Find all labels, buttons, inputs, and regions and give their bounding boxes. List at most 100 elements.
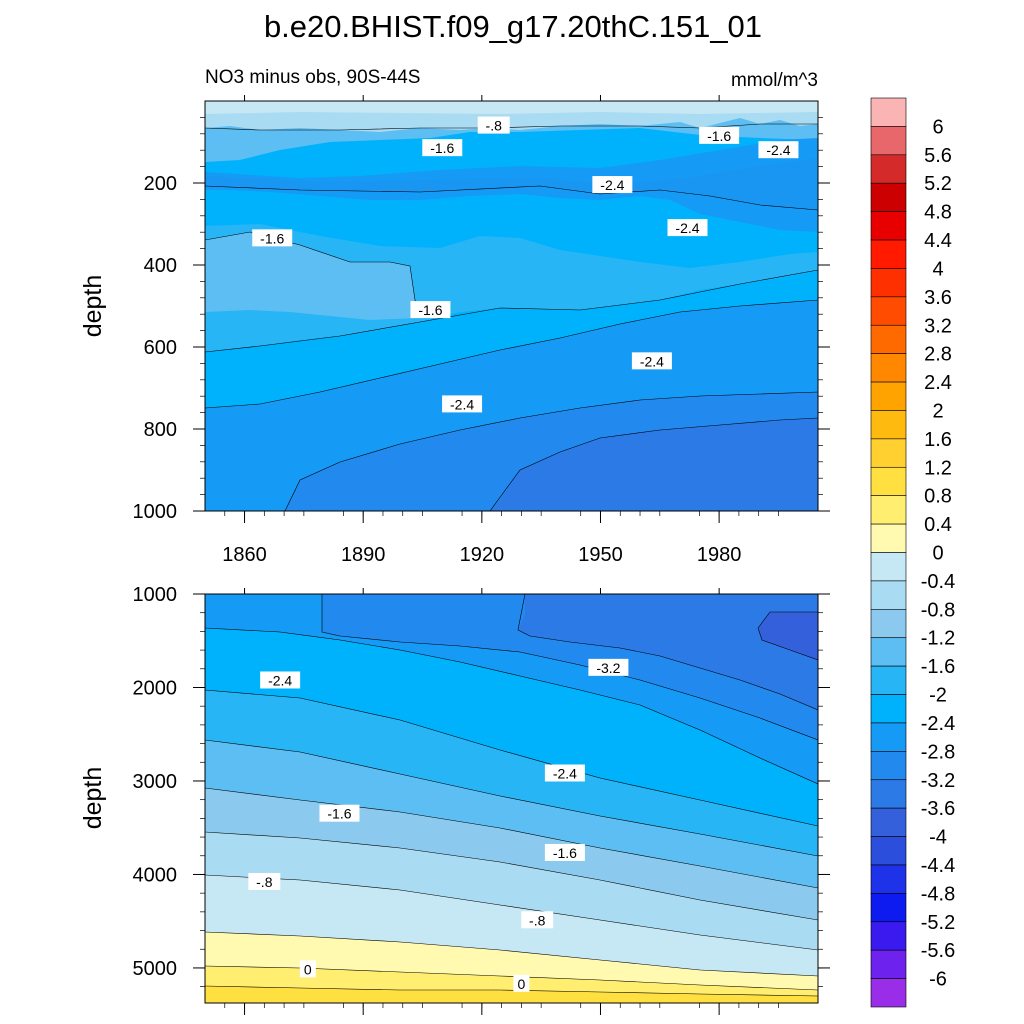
colorbar-label: 6 [932,116,943,138]
colorbar-label: -0.4 [921,571,955,593]
colorbar-swatch [870,722,907,752]
lower-y-tick-label: 1000 [133,584,178,606]
lower-contour-label-text: 0 [304,961,312,977]
lower-contour-label-text: -3.2 [596,660,620,676]
colorbar-swatch [870,495,907,525]
upper-contour-label: -1.6 [410,301,451,319]
lower-plot-frame [204,593,819,1004]
lower-contour-label-box [299,960,316,978]
lower-contour-label-text: -2.4 [268,672,292,688]
lower-contour-label: 0 [299,960,316,978]
upper-contour-label-box [410,301,451,319]
colorbar-swatch [870,381,907,411]
colorbar-swatch [870,864,907,894]
upper-contour-label-box [442,395,483,413]
lower-contour-label: -2.4 [544,764,585,782]
upper-contour-label-text: -1.6 [260,230,284,246]
colorbar-swatch [870,836,907,866]
colorbar-label: -1.6 [921,656,955,678]
colorbar-label: -2.8 [921,741,955,763]
colorbar-swatch [870,694,907,724]
colorbar-label: -2 [929,685,947,707]
upper-x-tick-label: 1890 [341,544,386,566]
upper-x-tick-label: 1920 [460,544,505,566]
colorbar-swatch [870,410,907,440]
upper-contour-label-box [667,219,708,237]
colorbar-label: -4 [929,827,947,849]
panel-subtitle-right: mmol/m^3 [731,70,818,91]
colorbar-swatch [870,154,907,184]
colorbar-swatch [870,751,907,781]
lower-contour-label-text: -1.6 [553,845,577,861]
colorbar-label: -1.2 [921,628,955,650]
lower-contour-label-box [521,911,554,929]
lower-contour-label: 0 [513,974,530,992]
colorbar-label: -6 [929,969,947,991]
colorbar-swatch [870,182,907,212]
lower-contour-label-text: -1.6 [327,806,351,822]
colorbar-swatch [870,239,907,269]
colorbar-label: -2.4 [921,713,955,735]
colorbar-label: 4.4 [924,230,952,252]
upper-contour-label-box [699,126,740,144]
upper-contour-label-text: -2.4 [766,142,790,158]
lower-contour-label: -1.6 [544,843,585,861]
colorbar-swatch [870,268,907,298]
colorbar-label: 0.4 [924,514,952,536]
upper-contour-label-text: -.8 [486,118,503,134]
upper-contour-label-text: -2.4 [600,177,624,193]
upper-x-tick-label: 1950 [578,544,623,566]
upper-y-tick-label: 400 [144,255,177,277]
upper-contour-label: -1.6 [252,229,293,247]
upper-contour-label-box [252,229,293,247]
colorbar-swatch [870,97,907,127]
upper-contour-label-text: -2.4 [450,396,474,412]
colorbar-label: 4 [932,258,943,280]
colorbar-swatch [870,665,907,695]
lower-contour-label-text: 0 [517,976,525,992]
colorbar-label: 4.8 [924,202,952,224]
colorbar-swatch [870,211,907,241]
upper-x-tick-label: 1980 [697,544,742,566]
lower-y-tick-label: 3000 [133,771,178,793]
upper-contour-label-text: -1.6 [430,140,454,156]
lower-contour-labels: -3.2 -2.4 -2.4 -1.6 -1.6 -.8 -.8 0 0 [248,658,629,992]
colorbar-label: 5.6 [924,145,952,167]
colorbar-label: -4.8 [921,883,955,905]
upper-contour-label: -2.4 [592,176,633,194]
colorbar-label: -0.8 [921,599,955,621]
colorbar-label: -4.4 [921,855,955,877]
colorbar-swatch [870,126,907,156]
upper-x-tick-label: 1860 [222,544,267,566]
lower-y-axis-label: depth [79,767,107,830]
upper-contour-label-box [758,141,799,159]
lower-y-tick-label: 5000 [133,958,178,980]
lower-contour-label-text: -.8 [529,912,546,928]
upper-y-tick-label: 200 [144,173,177,195]
lower-contour-label: -3.2 [588,658,629,676]
lower-contour-label-box [588,658,629,676]
colorbar-label: 1.6 [924,429,952,451]
colorbar-swatch [870,949,907,979]
colorbar-swatch [870,438,907,468]
lower-contour-label: -1.6 [319,804,360,822]
upper-contour-label: -1.6 [699,126,740,144]
colorbar-swatch [870,552,907,582]
colorbar-swatch [870,353,907,383]
lower-contour-label-box [319,804,360,822]
panel-subtitle-left: NO3 minus obs, 90S-44S [205,67,420,88]
lower-y-tick-label: 2000 [133,677,178,699]
upper-contour-label-text: -1.6 [418,302,442,318]
colorbar-label: 0 [932,543,943,565]
lower-contour-label-box [544,764,585,782]
colorbar-swatch [870,637,907,667]
colorbar-label: 2.8 [924,344,952,366]
upper-contour-label-box [592,176,633,194]
lower-contour-fill [205,594,818,1003]
upper-contour-label-box [477,116,510,134]
upper-y-tick-label: 1000 [133,501,178,523]
colorbar-swatch [870,296,907,326]
lower-axes: 1000 2000 3000 4000 5000 [133,584,830,1015]
